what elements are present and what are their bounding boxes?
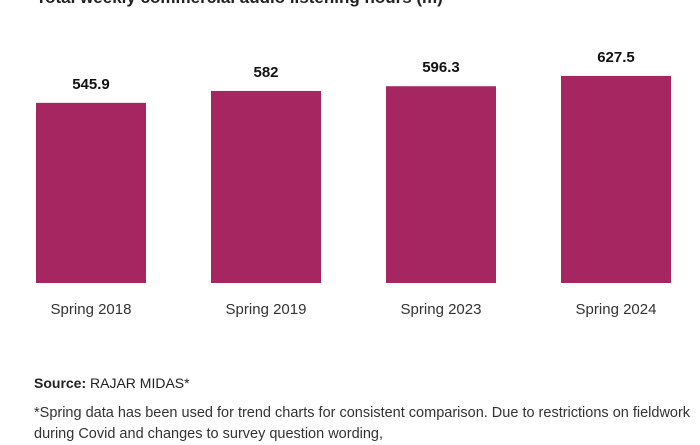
data-label: 545.9 [72,76,110,93]
data-label: 596.3 [422,59,460,76]
source-label: Source: [34,375,87,391]
data-label: 582 [253,64,278,81]
bar [36,102,146,283]
category-label: Spring 2024 [576,301,657,318]
data-label: 627.5 [597,49,635,66]
category-label: Spring 2023 [401,301,482,318]
source-value: RAJAR MIDAS* [90,375,190,391]
chart-title: Total weekly commercial audio listening … [36,0,443,8]
footnote: *Spring data has been used for trend cha… [34,405,691,442]
bar-chart: 545.9 Spring 2018 582 Spring 2019 596.3 Sprin… [36,49,671,318]
source-line: Source: RAJAR MIDAS* [34,375,190,391]
bar [561,75,671,283]
bar [386,86,496,283]
category-label: Spring 2018 [51,301,132,318]
category-label: Spring 2019 [226,301,307,318]
bar [211,90,321,283]
